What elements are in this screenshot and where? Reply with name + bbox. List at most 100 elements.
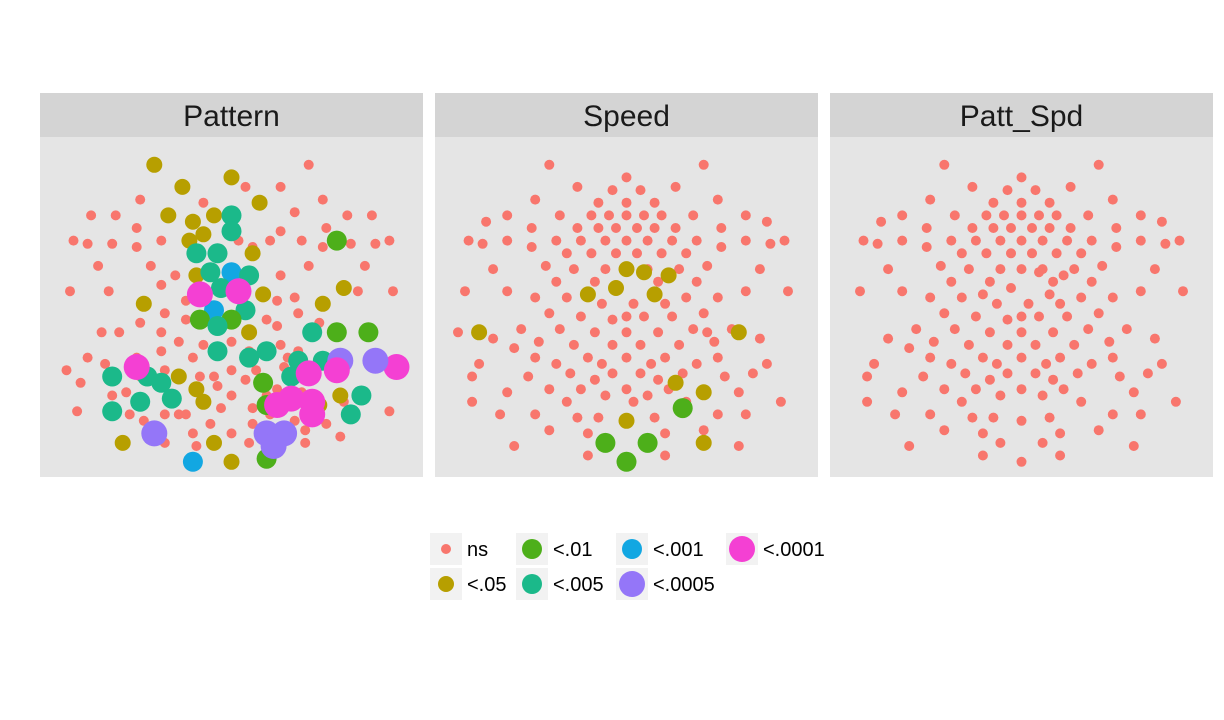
data-point [200, 262, 221, 283]
data-point [639, 311, 649, 322]
data-point [170, 270, 181, 281]
legend-label: <.0001 [763, 539, 825, 561]
data-point [995, 390, 1006, 401]
data-point [635, 368, 646, 379]
legend-label: <.01 [553, 539, 592, 561]
legend-label: <.05 [467, 574, 506, 596]
data-point [925, 352, 936, 363]
data-point [1044, 289, 1055, 300]
data-point [159, 308, 170, 319]
data-point [984, 276, 995, 287]
data-point [607, 339, 618, 350]
data-point [897, 286, 908, 297]
data-point [688, 324, 699, 335]
data-point [712, 409, 723, 420]
data-point [1044, 412, 1055, 423]
data-point [502, 210, 513, 221]
data-point [674, 264, 685, 275]
data-point [904, 441, 915, 451]
data-point [123, 354, 150, 380]
data-point [226, 336, 237, 347]
data-point [359, 260, 370, 271]
legend-label: <.0005 [653, 574, 715, 596]
data-point [340, 404, 361, 425]
data-point [221, 262, 242, 283]
data-point [730, 324, 747, 341]
data-point [674, 339, 685, 350]
data-point [335, 431, 346, 442]
data-point [161, 388, 182, 409]
data-point [691, 358, 702, 369]
data-point [323, 357, 350, 384]
data-point [939, 308, 950, 319]
data-point [156, 346, 167, 357]
data-point [783, 286, 793, 297]
data-point [289, 207, 300, 218]
legend-item: <.0005 [616, 568, 715, 600]
data-point [995, 235, 1006, 246]
data-point [82, 238, 93, 249]
data-point [191, 441, 202, 451]
data-point [667, 374, 684, 391]
legend-item: <.0001 [726, 533, 825, 565]
data-point [474, 358, 485, 369]
data-point [223, 453, 240, 470]
data-point [209, 371, 219, 382]
data-point [1135, 409, 1146, 420]
legend-item: <.005 [516, 568, 604, 600]
data-point [660, 352, 671, 363]
data-point [467, 396, 478, 407]
data-point [502, 235, 513, 246]
data-point [939, 384, 950, 395]
data-point [1107, 409, 1118, 420]
data-point [1076, 292, 1087, 303]
data-point [502, 387, 513, 398]
data-point [635, 339, 646, 350]
data-point [221, 205, 242, 226]
data-point [667, 311, 678, 322]
data-point [481, 216, 492, 227]
data-point [264, 392, 291, 418]
data-point [754, 333, 765, 344]
data-point [187, 352, 198, 363]
data-point [272, 384, 283, 395]
data-point [226, 390, 237, 401]
data-point [946, 235, 957, 246]
data-point [977, 428, 988, 439]
data-point [582, 352, 593, 363]
data-point [221, 221, 242, 242]
data-point [460, 286, 470, 297]
data-point [656, 210, 667, 221]
data-point [1016, 210, 1027, 221]
data-point [981, 210, 992, 221]
data-point [586, 210, 597, 221]
facet-label: Speed [583, 100, 670, 133]
data-point [207, 243, 228, 264]
data-point [1111, 242, 1122, 252]
data-point [639, 210, 649, 221]
data-point [544, 425, 555, 436]
data-point [1044, 197, 1055, 208]
data-point [670, 223, 681, 233]
data-point [999, 210, 1009, 221]
data-point [1051, 248, 1062, 259]
data-point [121, 387, 132, 398]
data-point [858, 235, 869, 246]
facet-label: Patt_Spd [960, 100, 1083, 133]
data-point [946, 276, 957, 287]
data-point [114, 434, 131, 451]
data-point [332, 387, 349, 404]
data-point [608, 280, 624, 296]
data-point [345, 238, 356, 249]
data-point [130, 391, 151, 412]
data-point [488, 264, 499, 275]
data-point [589, 276, 600, 287]
data-point [1055, 298, 1066, 309]
data-point [61, 365, 72, 376]
data-point [632, 223, 642, 233]
data-point [921, 242, 932, 252]
data-point [698, 308, 709, 319]
data-point [670, 181, 681, 192]
data-point [1065, 223, 1076, 233]
data-point [695, 434, 712, 451]
